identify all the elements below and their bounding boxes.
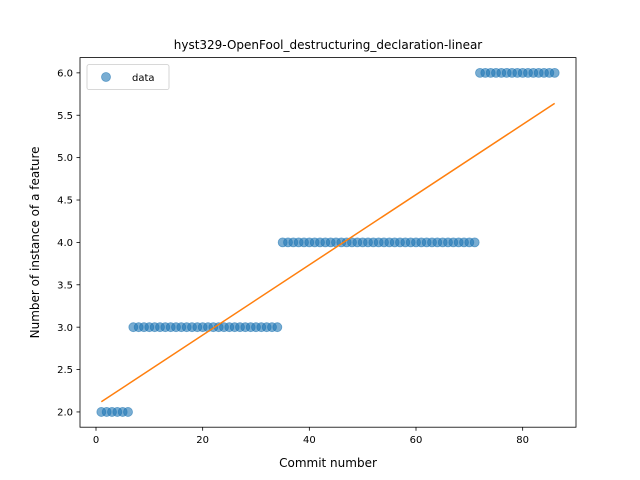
y-tick-label: 5.0: [57, 153, 73, 164]
y-tick-label: 2.0: [57, 408, 73, 419]
y-tick-label: 2.5: [57, 365, 73, 376]
y-tick-label: 3.0: [57, 323, 73, 334]
x-tick-label: 0: [93, 435, 99, 446]
x-axis-label: Commit number: [279, 456, 377, 470]
y-tick-label: 3.5: [57, 280, 73, 291]
x-axis-ticks: 0 20 40 60 80: [93, 427, 529, 446]
chart-title: hyst329-OpenFool_destructuring_declarati…: [174, 38, 483, 52]
y-tick-label: 4.5: [57, 196, 73, 207]
legend-label-data: data: [132, 73, 155, 84]
data-point: [123, 407, 133, 417]
data-points: [96, 67, 560, 417]
legend: data: [86, 64, 170, 90]
fit-line: [100, 102, 556, 403]
x-tick-label: 80: [516, 435, 529, 446]
y-tick-label: 5.5: [57, 111, 73, 122]
data-point: [549, 67, 560, 78]
y-axis-ticks: 2.0 2.5 3.0 3.5 4.0 4.5 5.0 5.5 6.0: [57, 68, 80, 419]
fit-line-layer: [100, 102, 556, 403]
legend-marker-data: [101, 72, 111, 82]
y-tick-label: 6.0: [57, 68, 73, 79]
x-tick-label: 60: [410, 435, 423, 446]
x-tick-label: 40: [303, 435, 316, 446]
legend-box: [86, 64, 170, 90]
y-tick-label: 4.0: [57, 238, 73, 249]
y-axis-label: Number of instance of a feature: [28, 146, 42, 338]
x-tick-label: 20: [196, 435, 209, 446]
data-point: [469, 237, 480, 248]
data-point: [272, 322, 283, 333]
